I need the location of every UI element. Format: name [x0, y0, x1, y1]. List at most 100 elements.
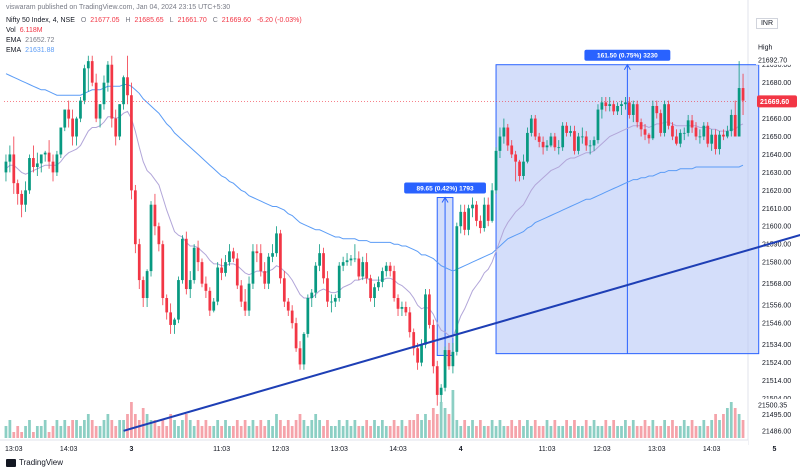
candle-body [282, 278, 286, 302]
volume-bar [71, 420, 74, 438]
volume-bar [263, 426, 267, 438]
volume-bar [596, 426, 600, 438]
volume-bar [67, 426, 71, 438]
volume-bar [529, 426, 533, 438]
candle-body [228, 251, 231, 263]
tradingview-brand[interactable]: TradingView [6, 458, 63, 467]
ema-fast-value: 21652.72 [25, 37, 55, 44]
volume-bar [569, 426, 572, 438]
candle-body [243, 301, 247, 311]
ema-fast-label: EMA [6, 37, 22, 44]
volume-bar [314, 414, 318, 438]
candle-body [369, 278, 372, 299]
candle-body [247, 283, 251, 311]
volume-bar [161, 420, 165, 438]
candle-body [43, 152, 47, 155]
symbol-name[interactable]: Nifty 50 Index, 4, NSE [6, 17, 75, 24]
candle-body [83, 68, 86, 101]
candle-body [400, 306, 404, 309]
close-label: C [212, 17, 218, 24]
candle-body [624, 102, 627, 105]
y-tick-label: 21556.00 [762, 303, 791, 310]
candle-body [212, 301, 216, 311]
candle-body [545, 145, 549, 148]
candle-body [604, 102, 608, 106]
candle-body [337, 265, 341, 299]
currency-badge[interactable]: INR [755, 18, 778, 29]
volume-bar [243, 420, 247, 438]
candle-body [635, 104, 639, 123]
candle-body [130, 95, 133, 191]
candle-body [451, 351, 455, 367]
candle-body [181, 238, 184, 281]
candle-body [373, 287, 376, 299]
candle-body [486, 204, 490, 221]
volume-bar [310, 420, 314, 438]
volume-bar [204, 420, 208, 438]
candle-body [675, 136, 678, 144]
volume-bar [133, 414, 137, 438]
measure-small-label-bg [404, 182, 486, 194]
volume-bar [396, 426, 400, 438]
price-tag-label: 21692.70 [758, 57, 787, 64]
x-tick-label: 14:03 [703, 446, 721, 453]
volume-bar [181, 420, 184, 438]
volume-bar [741, 420, 745, 438]
candle-body [690, 120, 694, 128]
volume-bar [400, 420, 404, 438]
volume-bar [404, 426, 408, 438]
volume-bar [118, 420, 122, 438]
volume-bar [228, 426, 231, 438]
volume-bar [357, 426, 361, 438]
volume-bar [235, 420, 239, 438]
volume-bar [259, 420, 263, 438]
volume-bar [94, 426, 98, 438]
volume-bar [616, 426, 619, 438]
volume-bar [47, 432, 51, 438]
volume-bar [584, 420, 588, 438]
candle-body [537, 136, 541, 142]
volume-bar [16, 426, 20, 438]
candle-body [522, 161, 525, 176]
volume-bar [541, 426, 545, 438]
volume-label: Vol [6, 27, 16, 34]
volume-bar [478, 420, 482, 438]
candle-body [541, 141, 545, 148]
candle-body [126, 77, 129, 96]
candle-body [79, 100, 82, 119]
candle-body [482, 204, 486, 229]
y-tick-label: 21590.00 [762, 242, 791, 249]
candle-body [106, 64, 110, 83]
volume-bar [239, 426, 243, 438]
volume-bar [624, 420, 627, 438]
open-value: 21677.05 [90, 17, 120, 24]
volume-bar [322, 426, 325, 438]
y-tick-label: 21660.00 [762, 116, 791, 123]
volume-bar [388, 426, 392, 438]
volume-bar [212, 426, 216, 438]
candle-body [47, 152, 51, 162]
candle-body [94, 82, 98, 119]
candle-body [710, 134, 714, 144]
candle-body [302, 333, 306, 365]
volume-bar [251, 420, 255, 438]
y-tick-label: 21680.00 [762, 80, 791, 87]
candle-body [561, 125, 565, 148]
candle-body [498, 136, 502, 151]
candle-body [12, 154, 16, 184]
candle-body [686, 120, 690, 133]
candle-body [55, 154, 59, 173]
x-tick-label: 14:03 [389, 446, 407, 453]
ema-slow-value: 21631.88 [25, 47, 55, 54]
volume-bar [573, 420, 576, 438]
candle-body [59, 127, 63, 155]
volume-bar [557, 426, 561, 438]
volume-bar [169, 414, 172, 438]
volume-bar [90, 420, 94, 438]
volume-bar [671, 420, 674, 438]
candle-body [729, 114, 733, 132]
volume-bar [79, 426, 82, 438]
candle-body [35, 163, 39, 168]
candle-body [737, 88, 741, 137]
